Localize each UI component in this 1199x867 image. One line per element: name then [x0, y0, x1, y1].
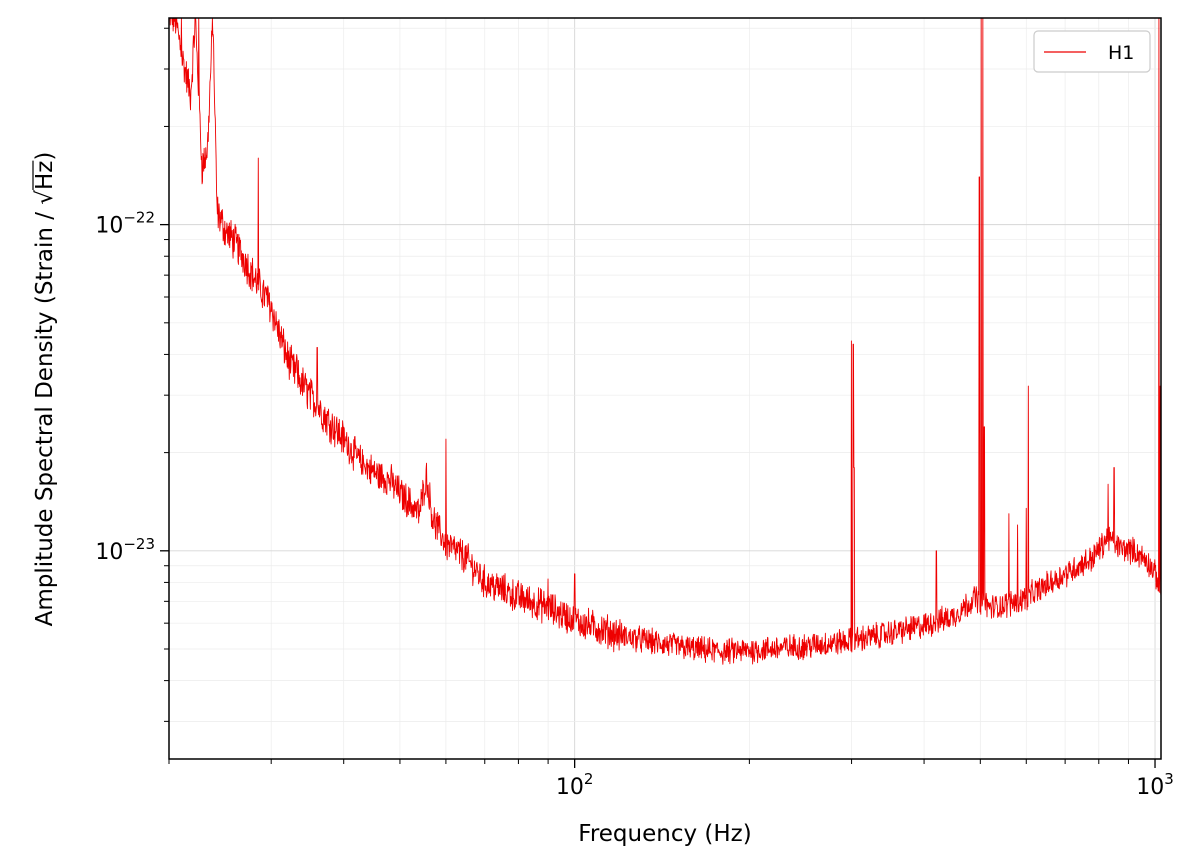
ticks: 102 103 10−22 10−23	[95, 27, 1174, 800]
legend-frame	[1033, 30, 1151, 73]
series-layer	[169, 18, 1161, 665]
legend: H1	[1033, 30, 1151, 73]
y-tick-label: 10−23	[95, 535, 155, 565]
plot-frame	[168, 17, 1162, 760]
plot-background	[169, 18, 1161, 759]
y-axis-title-radicand: Hz	[32, 161, 58, 190]
y-axis-title-suffix: )	[32, 152, 58, 161]
legend-label-h1: H1	[1108, 42, 1134, 64]
sqrt-symbol: √	[32, 190, 58, 205]
series-h1-line	[169, 18, 1161, 665]
y-tick-label: 10−22	[95, 209, 155, 239]
y-axis-title: Amplitude Spectral Density (Strain / √Hz…	[32, 152, 58, 627]
svg-text:Amplitude Spectral Density (St: Amplitude Spectral Density (Strain / √Hz…	[32, 152, 58, 627]
x-axis-title: Frequency (Hz)	[578, 821, 751, 847]
x-tick-label: 102	[556, 770, 594, 800]
x-tick-label: 103	[1136, 770, 1174, 800]
y-axis-title-prefix: Amplitude Spectral Density (Strain /	[32, 205, 58, 627]
